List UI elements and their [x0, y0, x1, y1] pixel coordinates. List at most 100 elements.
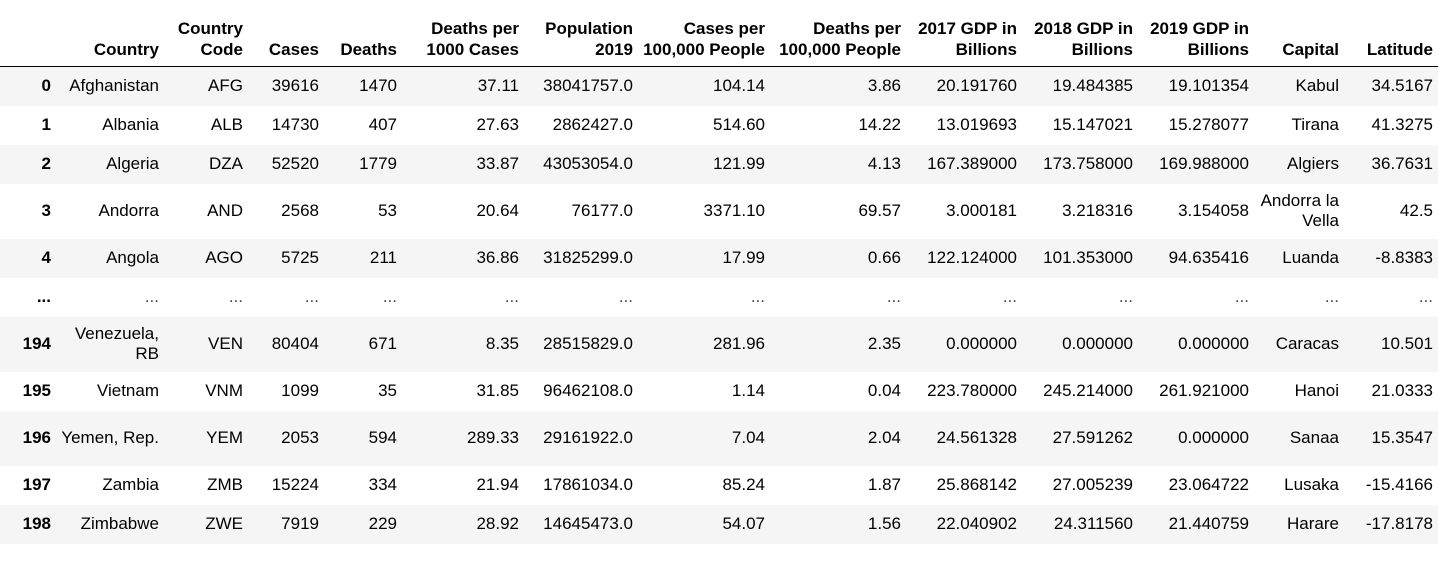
country-header: Country: [56, 18, 164, 67]
cell-capital: Andorra la Vella: [1260, 191, 1339, 230]
cell-deaths-per-1000-cases: 33.87: [476, 154, 519, 173]
cell-latitude: 42.5: [1399, 201, 1433, 220]
gdp-2019-header: 2019 GDP in Billions: [1138, 18, 1254, 67]
row-index: 3: [41, 201, 51, 220]
cell-deaths-per-100k: 0.66: [867, 248, 901, 267]
cell-deaths: 334: [368, 475, 397, 494]
row-index: 197: [22, 475, 51, 494]
cell-gdp-2019: 15.278077: [1168, 115, 1249, 134]
cell-cases-per-100k: 3371.10: [703, 201, 765, 220]
table-row: 194 Venezuela, RB VEN 80404 671 8.35 28515829.…: [0, 316, 1438, 372]
cell-gdp-2018: 0.000000: [1062, 334, 1133, 353]
row-index: 2: [41, 154, 51, 173]
table-row: ........................................…: [0, 277, 1438, 317]
cell-deaths-per-1000-cases: ...: [504, 287, 519, 306]
cell-gdp-2018: 101.353000: [1043, 248, 1133, 267]
cell-capital: Lusaka: [1284, 475, 1339, 494]
cell-country: Afghanistan: [69, 76, 159, 96]
row-index: 4: [41, 248, 51, 267]
deaths-per-1000-cases-header: Deaths per 1000 Cases: [402, 18, 524, 67]
cell-gdp-2019: 261.921000: [1159, 381, 1249, 400]
cell-gdp-2017: 20.191760: [936, 76, 1017, 96]
cell-gdp-2017: 0.000000: [946, 334, 1017, 353]
table-row: 0 Afghanistan AFG 39616 1470 37.11 38041757.0 1…: [0, 66, 1438, 106]
cell-gdp-2018: ...: [1118, 287, 1133, 306]
cell-country: Venezuela, RB: [74, 324, 159, 363]
cell-gdp-2019: 169.988000: [1159, 154, 1249, 173]
cell-population-2019: 31825299.0: [543, 248, 633, 267]
cell-deaths-per-100k: 2.04: [867, 428, 901, 447]
cell-population-2019: 76177.0: [571, 201, 633, 220]
cell-cases-per-100k: 85.24: [722, 475, 765, 494]
cell-country-code: AFG: [208, 76, 243, 96]
cell-cases: 7919: [281, 514, 319, 533]
cell-country-code: AGO: [205, 248, 243, 267]
row-index: 196: [22, 428, 51, 447]
table-header: Country Country Code Cases Deaths Deaths per…: [0, 18, 1438, 67]
cell-deaths: 1470: [359, 76, 397, 96]
cell-cases: ...: [304, 287, 319, 306]
cell-deaths: 594: [368, 428, 397, 447]
cell-deaths-per-1000-cases: 37.11: [477, 76, 519, 96]
cell-cases: 2568: [281, 201, 319, 220]
cell-country: Vietnam: [96, 381, 159, 400]
cell-latitude: 36.7631: [1371, 154, 1433, 173]
capital-header: Capital: [1254, 18, 1344, 67]
table-row: 198 Zimbabwe ZWE 7919 229 28.92 14645473.0 54.0…: [0, 504, 1438, 544]
row-index: 1: [41, 115, 51, 134]
cell-latitude: 41.3275: [1371, 115, 1433, 134]
row-index: ...: [36, 287, 51, 306]
cell-gdp-2018: 3.218316: [1062, 201, 1133, 220]
cell-gdp-2019: 3.154058: [1178, 201, 1249, 220]
cell-population-2019: 43053054.0: [543, 154, 633, 173]
cell-cases-per-100k: 514.60: [713, 115, 765, 134]
cases-per-100k-header: Cases per 100,000 People: [638, 18, 770, 67]
table-row: 4 Angola AGO 5725 211 36.86 31825299.0 17.99 0.6…: [0, 238, 1438, 278]
table-row: 2 Algeria DZA 52520 1779 33.87 43053054.0 121.9…: [0, 144, 1438, 184]
cell-cases: 1099: [281, 381, 319, 400]
index-header: [0, 18, 56, 67]
cell-gdp-2017: 13.019693: [936, 115, 1017, 134]
cell-country-code: ZMB: [207, 475, 243, 494]
cell-gdp-2019: 21.440759: [1168, 514, 1249, 533]
cell-gdp-2018: 19.484385: [1052, 76, 1133, 96]
cell-latitude: -15.4166: [1365, 475, 1433, 494]
cell-cases-per-100k: 104.14: [713, 76, 765, 96]
cell-cases-per-100k: 17.99: [722, 248, 765, 267]
cell-capital: Algiers: [1287, 154, 1339, 173]
cell-cases: 2053: [281, 428, 319, 447]
cell-gdp-2019: 23.064722: [1168, 475, 1249, 494]
cell-deaths-per-1000-cases: 20.64: [476, 201, 519, 220]
population-2019-header: Population 2019: [524, 18, 638, 67]
table-row: 1 Albania ALB 14730 407 27.63 2862427.0 514.60 1…: [0, 105, 1438, 145]
cell-cases-per-100k: 1.14: [731, 381, 765, 400]
row-index: 195: [22, 381, 51, 400]
cell-population-2019: 38041757.0: [543, 76, 633, 96]
row-index: 0: [41, 76, 51, 96]
cell-latitude: 34.5167: [1371, 76, 1433, 96]
dataframe-table: Country Country Code Cases Deaths Deaths per…: [0, 18, 1438, 544]
row-index: 198: [22, 514, 51, 533]
cell-country: Yemen, Rep.: [61, 428, 159, 447]
cell-gdp-2018: 173.758000: [1043, 154, 1133, 173]
cell-gdp-2018: 15.147021: [1052, 115, 1133, 134]
cell-country: Algeria: [106, 154, 159, 173]
cell-capital: Tirana: [1291, 115, 1339, 134]
cell-country: Andorra: [98, 201, 159, 220]
cell-gdp-2017: 3.000181: [946, 201, 1017, 220]
cell-gdp-2018: 24.311560: [1053, 514, 1133, 533]
cell-country-code: ALB: [210, 115, 243, 134]
cell-capital: Kabul: [1295, 76, 1339, 96]
deaths-per-100k-header: Deaths per 100,000 People: [770, 18, 906, 67]
cell-population-2019: 17861034.0: [543, 475, 633, 494]
cell-deaths: 407: [368, 115, 397, 134]
cell-gdp-2017: ...: [1002, 287, 1017, 306]
cell-deaths: 671: [368, 334, 397, 353]
cell-deaths-per-100k: 1.56: [867, 514, 901, 533]
cell-latitude: -17.8178: [1365, 514, 1433, 533]
table-row: 195 Vietnam VNM 1099 35 31.85 96462108.0 1.14 0.…: [0, 371, 1438, 411]
latitude-header: Latitude: [1344, 18, 1438, 67]
deaths-header: Deaths: [324, 18, 402, 67]
cell-cases: 14730: [271, 115, 319, 134]
cell-country-code: ZWE: [205, 514, 243, 533]
